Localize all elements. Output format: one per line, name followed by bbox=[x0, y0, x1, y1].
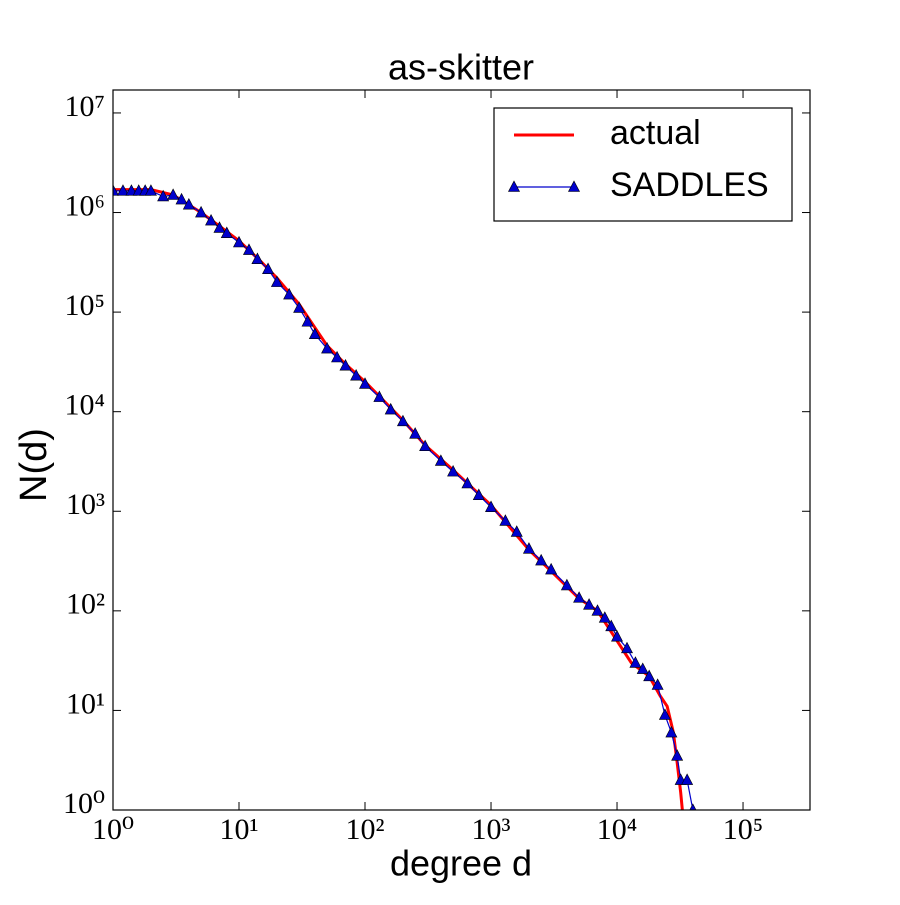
legend-label: SADDLES bbox=[610, 166, 769, 204]
marker bbox=[175, 192, 188, 205]
marker bbox=[643, 669, 656, 682]
marker bbox=[331, 350, 344, 363]
legend: actual SADDLES bbox=[493, 107, 793, 222]
y-tick-label: 10⁷ bbox=[65, 90, 105, 123]
y-tick-label: 10¹ bbox=[66, 687, 105, 720]
marker bbox=[144, 184, 157, 196]
marker bbox=[195, 205, 208, 218]
marker bbox=[409, 427, 422, 439]
marker bbox=[116, 184, 129, 196]
legend-box bbox=[493, 107, 793, 222]
marker bbox=[301, 315, 314, 327]
x-tick-label: 10² bbox=[346, 813, 385, 846]
x-tick-label: 10¹ bbox=[220, 813, 259, 846]
marker bbox=[205, 213, 218, 226]
marker bbox=[419, 439, 432, 452]
marker bbox=[598, 611, 611, 623]
marker bbox=[396, 414, 409, 427]
marker bbox=[621, 641, 633, 654]
marker bbox=[373, 390, 386, 402]
marker bbox=[535, 553, 548, 566]
marker bbox=[262, 262, 275, 274]
y-tick-label: 10⁶ bbox=[65, 189, 105, 222]
marker bbox=[182, 197, 195, 210]
x-tick-label: 10⁵ bbox=[723, 813, 763, 846]
marker bbox=[636, 662, 649, 674]
marker bbox=[651, 678, 664, 690]
marker bbox=[499, 514, 512, 526]
marker bbox=[113, 184, 119, 196]
marker bbox=[359, 377, 372, 389]
marker bbox=[611, 630, 624, 642]
marker bbox=[560, 578, 573, 591]
x-axis-label: degree d bbox=[390, 843, 532, 884]
marker bbox=[308, 327, 321, 339]
marker bbox=[510, 525, 523, 537]
plot-frame bbox=[112, 89, 811, 811]
x-tick-label: 10⁰ bbox=[92, 813, 134, 846]
marker bbox=[583, 598, 596, 610]
marker bbox=[220, 226, 233, 239]
marker bbox=[545, 562, 558, 575]
marker bbox=[681, 773, 694, 785]
marker bbox=[434, 454, 447, 466]
marker bbox=[125, 184, 138, 196]
y-tick-label: 10⁰ bbox=[63, 787, 105, 820]
marker bbox=[213, 221, 226, 233]
marker bbox=[658, 708, 671, 720]
y-tick-label: 10⁴ bbox=[65, 389, 105, 422]
marker bbox=[665, 725, 678, 738]
marker bbox=[461, 476, 474, 489]
legend-label: actual bbox=[610, 114, 701, 152]
marker bbox=[671, 749, 684, 761]
marker bbox=[293, 301, 306, 313]
legend-marker bbox=[508, 180, 520, 192]
marker bbox=[251, 252, 264, 264]
marker bbox=[447, 464, 460, 477]
y-tick-label: 10⁵ bbox=[65, 289, 105, 322]
marker bbox=[242, 243, 255, 255]
marker bbox=[629, 656, 642, 668]
marker bbox=[339, 358, 352, 371]
marker bbox=[233, 235, 246, 248]
marker bbox=[350, 369, 363, 381]
marker bbox=[605, 619, 618, 632]
marker bbox=[384, 402, 397, 415]
marker bbox=[167, 188, 180, 200]
legend-marker bbox=[568, 180, 580, 192]
y-axis-label: N(d) bbox=[13, 428, 55, 502]
y-tick-label: 10³ bbox=[66, 488, 105, 521]
marker bbox=[573, 591, 586, 603]
marker bbox=[591, 604, 604, 616]
x-tick-label: 10³ bbox=[472, 813, 511, 846]
y-tick-label: 10² bbox=[66, 588, 105, 621]
marker bbox=[689, 803, 697, 810]
marker bbox=[321, 341, 334, 354]
x-tick-label: 10⁴ bbox=[597, 813, 637, 846]
chart-title: as-skitter bbox=[388, 47, 534, 88]
marker bbox=[485, 500, 498, 512]
plot-area bbox=[113, 184, 697, 810]
marker bbox=[270, 275, 283, 287]
marker bbox=[522, 542, 535, 554]
marker bbox=[472, 488, 485, 500]
marker bbox=[283, 287, 296, 300]
marker bbox=[157, 189, 170, 202]
